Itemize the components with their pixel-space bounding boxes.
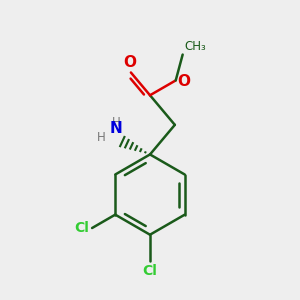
Text: N: N (110, 121, 123, 136)
Text: Cl: Cl (74, 221, 89, 235)
Text: Cl: Cl (142, 264, 158, 278)
Text: O: O (123, 55, 136, 70)
Text: H: H (97, 131, 106, 144)
Text: CH₃: CH₃ (184, 40, 206, 53)
Text: O: O (177, 74, 190, 89)
Text: H: H (112, 116, 121, 129)
